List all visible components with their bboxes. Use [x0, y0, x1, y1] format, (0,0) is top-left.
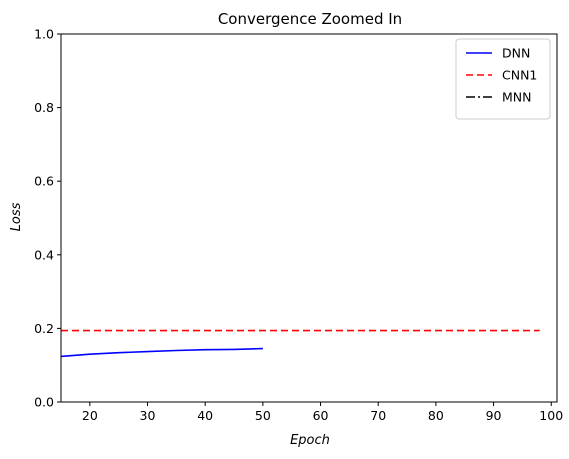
- y-tick-label: 0.4: [34, 247, 54, 262]
- x-axis-ticks: 20 30 40 50 60 70 80 90 100: [82, 402, 563, 423]
- x-tick-label: 90: [486, 408, 502, 423]
- legend-label-cnn1: CNN1: [502, 68, 537, 83]
- legend-label-dnn: DNN: [502, 46, 530, 61]
- x-tick-label: 80: [428, 408, 444, 423]
- legend-label-mnn: MNN: [502, 90, 532, 105]
- axes-frame: [60, 33, 558, 403]
- y-axis-label: Loss: [9, 202, 24, 231]
- chart-title: Convergence Zoomed In: [218, 10, 402, 28]
- x-tick-label: 100: [539, 408, 563, 423]
- x-tick-label: 70: [370, 408, 386, 423]
- legend: DNN CNN1 MNN: [455, 38, 551, 120]
- plot-area: [60, 329, 540, 358]
- y-tick-label: 0.0: [34, 395, 54, 410]
- y-tick-label: 0.6: [34, 174, 54, 189]
- series-line-dnn: [60, 347, 263, 358]
- x-tick-label: 40: [197, 408, 213, 423]
- y-tick-label: 1.0: [34, 27, 54, 42]
- y-tick-label: 0.8: [34, 100, 54, 115]
- y-axis-ticks: 0.0 0.2 0.4 0.6 0.8 1.0: [34, 27, 61, 410]
- x-tick-label: 60: [313, 408, 329, 423]
- y-tick-label: 0.2: [34, 321, 54, 336]
- x-tick-label: 30: [140, 408, 156, 423]
- x-tick-label: 50: [255, 408, 271, 423]
- x-axis-label: Epoch: [290, 433, 330, 448]
- legend-box: [455, 38, 551, 120]
- x-tick-label: 20: [82, 408, 98, 423]
